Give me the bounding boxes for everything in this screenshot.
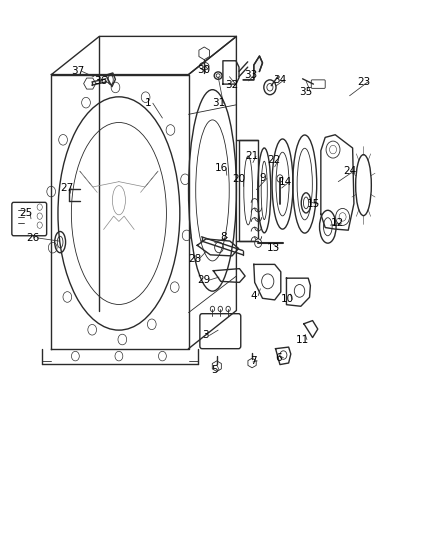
Circle shape xyxy=(59,134,67,145)
Text: 5: 5 xyxy=(212,365,218,375)
Polygon shape xyxy=(212,361,221,372)
Text: 28: 28 xyxy=(188,254,201,264)
Circle shape xyxy=(81,98,90,108)
Text: 21: 21 xyxy=(245,151,258,161)
Circle shape xyxy=(148,319,156,329)
Polygon shape xyxy=(84,78,96,89)
Text: 20: 20 xyxy=(233,174,246,184)
Text: 4: 4 xyxy=(251,290,257,301)
Text: 24: 24 xyxy=(343,166,356,176)
Circle shape xyxy=(63,292,72,302)
Circle shape xyxy=(170,282,179,293)
Text: 34: 34 xyxy=(273,75,286,85)
Text: 26: 26 xyxy=(26,233,39,243)
Circle shape xyxy=(254,239,261,247)
Circle shape xyxy=(264,80,276,95)
Text: 10: 10 xyxy=(281,294,294,304)
Polygon shape xyxy=(248,358,256,368)
Polygon shape xyxy=(199,47,209,60)
Text: 16: 16 xyxy=(215,164,228,173)
Text: 32: 32 xyxy=(226,80,239,90)
Text: 9: 9 xyxy=(259,173,266,183)
Circle shape xyxy=(47,186,56,197)
Circle shape xyxy=(181,174,190,184)
Circle shape xyxy=(37,222,42,228)
Text: 30: 30 xyxy=(198,66,211,75)
Polygon shape xyxy=(244,56,262,80)
Circle shape xyxy=(141,92,150,102)
Text: 27: 27 xyxy=(60,183,73,193)
Circle shape xyxy=(267,84,273,91)
Circle shape xyxy=(115,351,123,361)
Text: 31: 31 xyxy=(212,98,226,108)
Text: 23: 23 xyxy=(357,77,370,87)
Circle shape xyxy=(210,306,215,312)
Circle shape xyxy=(37,204,42,211)
Circle shape xyxy=(166,125,175,135)
Circle shape xyxy=(71,351,79,361)
Text: 1: 1 xyxy=(145,98,152,108)
Text: 36: 36 xyxy=(94,76,107,86)
Text: 13: 13 xyxy=(267,243,280,253)
Text: 37: 37 xyxy=(71,67,84,76)
Text: 6: 6 xyxy=(276,353,283,362)
Text: 11: 11 xyxy=(296,335,309,345)
Circle shape xyxy=(118,334,127,345)
Circle shape xyxy=(218,306,223,312)
Text: 14: 14 xyxy=(279,176,292,187)
Circle shape xyxy=(277,175,283,182)
Circle shape xyxy=(48,243,57,253)
Text: 15: 15 xyxy=(307,199,321,209)
Text: 3: 3 xyxy=(202,330,208,341)
Circle shape xyxy=(159,351,166,361)
Circle shape xyxy=(226,306,230,312)
Circle shape xyxy=(88,325,96,335)
Text: 22: 22 xyxy=(267,156,280,165)
Text: 35: 35 xyxy=(300,86,313,96)
FancyBboxPatch shape xyxy=(311,80,325,88)
Circle shape xyxy=(111,82,120,93)
Circle shape xyxy=(37,213,42,219)
Text: 12: 12 xyxy=(331,218,344,228)
Text: 7: 7 xyxy=(250,356,256,366)
Circle shape xyxy=(182,230,191,241)
Text: 29: 29 xyxy=(198,275,211,285)
Text: 33: 33 xyxy=(244,70,257,79)
Text: 25: 25 xyxy=(19,208,32,219)
Text: 8: 8 xyxy=(220,232,226,243)
